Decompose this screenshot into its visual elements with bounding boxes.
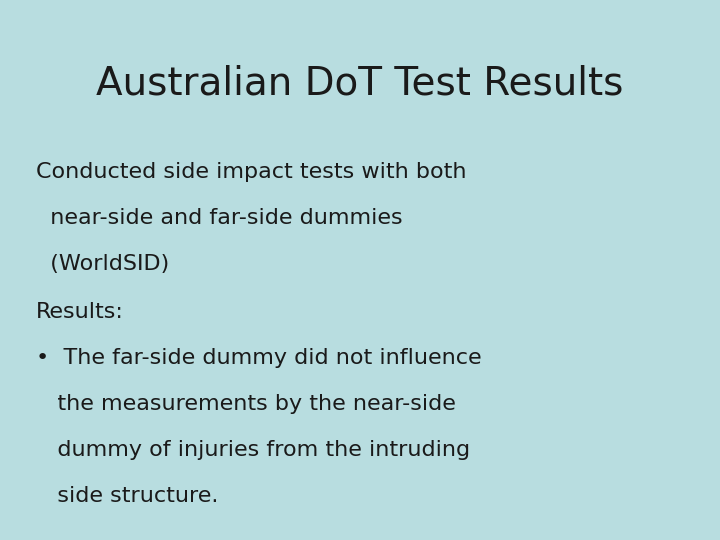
Text: near-side and far-side dummies: near-side and far-side dummies (36, 208, 402, 228)
Text: Conducted side impact tests with both: Conducted side impact tests with both (36, 162, 467, 182)
Text: (WorldSID): (WorldSID) (36, 254, 169, 274)
Text: Results:: Results: (36, 302, 124, 322)
Text: the measurements by the near-side: the measurements by the near-side (36, 394, 456, 414)
Text: Australian DoT Test Results: Australian DoT Test Results (96, 65, 624, 103)
Text: side structure.: side structure. (36, 486, 218, 506)
Text: •  The far-side dummy did not influence: • The far-side dummy did not influence (36, 348, 482, 368)
Text: dummy of injuries from the intruding: dummy of injuries from the intruding (36, 440, 470, 460)
